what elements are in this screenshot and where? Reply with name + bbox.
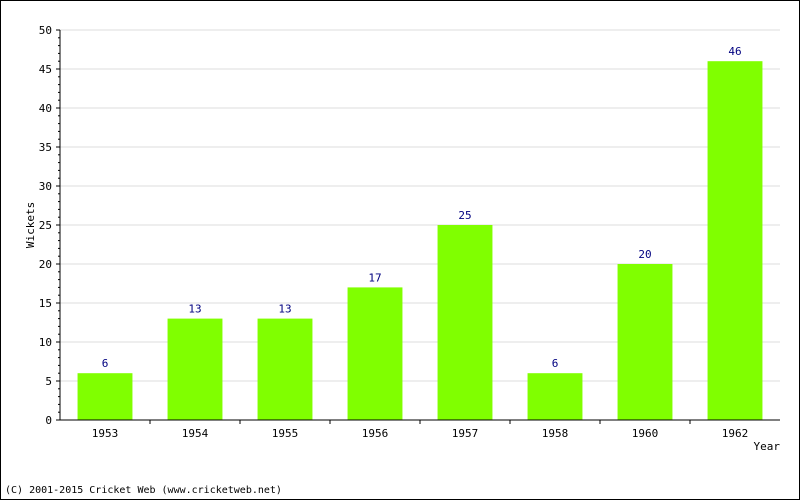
bar <box>527 373 583 420</box>
y-tick-label: 50 <box>39 24 52 37</box>
y-tick-label: 25 <box>39 219 52 232</box>
y-tick-label: 20 <box>39 258 52 271</box>
y-tick-label: 15 <box>39 297 52 310</box>
x-tick-label: 1957 <box>452 427 479 440</box>
bar <box>77 373 133 420</box>
x-tick-label: 1956 <box>362 427 389 440</box>
x-tick-label: 1955 <box>272 427 299 440</box>
y-tick-label: 35 <box>39 141 52 154</box>
bar <box>167 318 223 420</box>
bars <box>77 61 763 420</box>
bar-value-label: 13 <box>278 303 291 316</box>
bar <box>437 225 493 420</box>
x-tick-label: 1962 <box>722 427 749 440</box>
bar-value-label: 20 <box>638 248 651 261</box>
bar-value-label: 25 <box>458 209 471 222</box>
x-tick-label: 1960 <box>632 427 659 440</box>
y-axis-label: Wickets <box>24 202 37 248</box>
bar <box>347 287 403 420</box>
bar-value-label: 46 <box>728 45 741 58</box>
y-tick-label: 5 <box>45 375 52 388</box>
x-axis-label: Year <box>754 440 781 453</box>
y-tick-label: 40 <box>39 102 52 115</box>
x-ticks: 1953 1954 1955 1956 1957 1958 1960 1962 <box>92 420 749 440</box>
y-ticks: 0 5 10 15 20 25 30 35 40 45 50 <box>39 24 60 427</box>
y-tick-label: 45 <box>39 63 52 76</box>
bar <box>257 318 313 420</box>
bar-value-label: 6 <box>552 357 559 370</box>
x-tick-label: 1954 <box>182 427 209 440</box>
bar-value-label: 13 <box>188 303 201 316</box>
bar <box>617 264 673 420</box>
bar <box>707 61 763 420</box>
y-tick-label: 10 <box>39 336 52 349</box>
y-tick-label: 30 <box>39 180 52 193</box>
y-tick-label: 0 <box>45 414 52 427</box>
x-tick-label: 1958 <box>542 427 569 440</box>
bar-value-label: 6 <box>102 357 109 370</box>
copyright-text: (C) 2001-2015 Cricket Web (www.cricketwe… <box>5 485 282 496</box>
x-tick-label: 1953 <box>92 427 119 440</box>
bar-value-label: 17 <box>368 271 381 284</box>
value-labels: 6 13 13 17 25 6 20 46 <box>102 45 742 370</box>
